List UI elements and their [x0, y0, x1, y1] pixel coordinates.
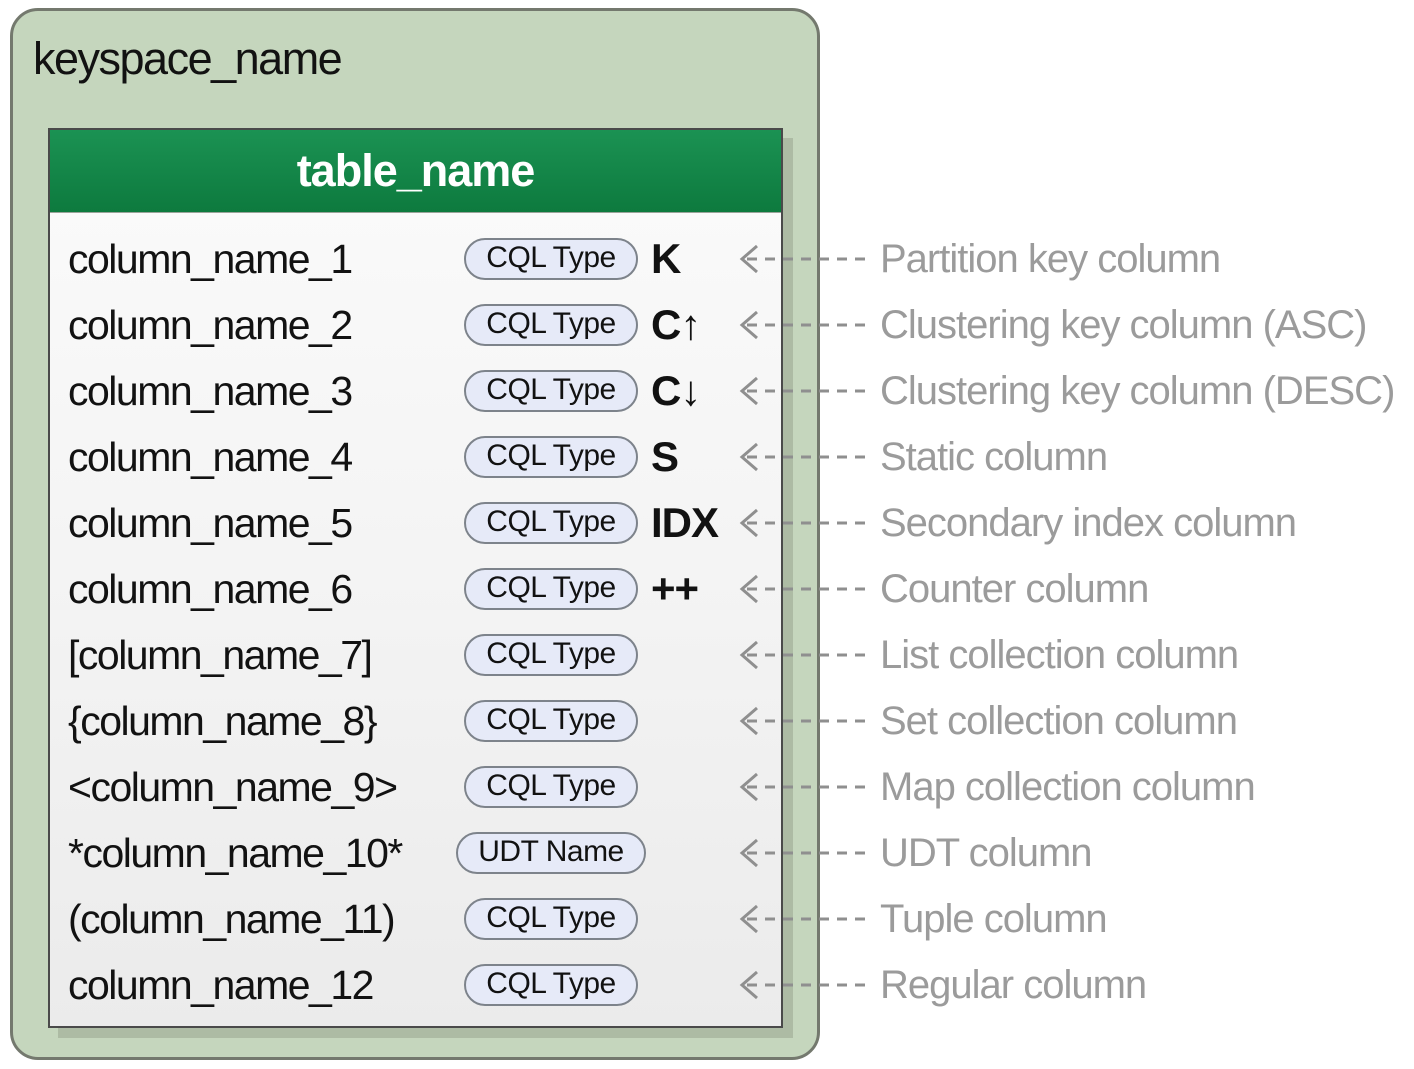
type-pill: CQL Type	[464, 370, 638, 412]
dashed-arrow-left-icon	[739, 310, 870, 340]
type-pill: CQL Type	[464, 634, 638, 676]
key-indicator: S	[651, 433, 679, 480]
type-pill: CQL Type	[464, 568, 638, 610]
type-pill: CQL Type	[464, 964, 638, 1006]
type-pill: CQL Type	[464, 766, 638, 808]
annotation-row: UDT column	[738, 831, 1093, 875]
annotation-row: Counter column	[738, 567, 1149, 611]
dashed-arrow-left-icon	[739, 376, 870, 406]
annotation-label: Partition key column	[880, 236, 1221, 281]
key-indicator: IDX	[651, 499, 719, 546]
type-pill: CQL Type	[464, 304, 638, 346]
key-indicator: ++	[651, 565, 699, 612]
type-pill: CQL Type	[464, 898, 638, 940]
annotation-label: UDT column	[880, 830, 1093, 875]
type-pill: CQL Type	[464, 502, 638, 544]
column-name: [column_name_7]	[68, 631, 373, 678]
dashed-arrow-left-icon	[739, 640, 870, 670]
annotation-label: Tuple column	[880, 896, 1108, 941]
dashed-arrow-left-icon	[739, 838, 870, 868]
column-name: {column_name_8}	[68, 697, 378, 744]
key-indicator: C↓	[651, 367, 701, 414]
annotation-label: Clustering key column (ASC)	[880, 302, 1367, 347]
dashed-arrow-left-icon	[739, 970, 870, 1000]
column-name: *column_name_10*	[68, 829, 403, 876]
table-header: table_name	[50, 130, 781, 213]
annotation-row: Partition key column	[738, 237, 1221, 281]
annotation-label: Secondary index column	[880, 500, 1297, 545]
column-name: (column_name_11)	[68, 895, 396, 942]
column-name: column_name_3	[68, 367, 353, 414]
type-pill: CQL Type	[464, 436, 638, 478]
annotation-row: Regular column	[738, 963, 1147, 1007]
dashed-arrow-left-icon	[739, 706, 870, 736]
column-name: column_name_12	[68, 961, 374, 1008]
annotation-row: Map collection column	[738, 765, 1256, 809]
column-name: column_name_1	[68, 235, 353, 282]
column-name: column_name_5	[68, 499, 353, 546]
table-row: column_name_3 CQL Type C↓	[50, 358, 781, 424]
column-name: column_name_6	[68, 565, 353, 612]
table-row: *column_name_10* UDT Name	[50, 820, 781, 886]
table-row: <column_name_9> CQL Type	[50, 754, 781, 820]
annotation-row: Clustering key column (ASC)	[738, 303, 1367, 347]
table-row: column_name_12 CQL Type	[50, 952, 781, 1018]
annotation-row: Static column	[738, 435, 1108, 479]
table-row: (column_name_11) CQL Type	[50, 886, 781, 952]
annotation-label: Map collection column	[880, 764, 1256, 809]
annotation-label: List collection column	[880, 632, 1239, 677]
keyspace-box: keyspace_name table_name column_name_1 C…	[10, 8, 820, 1060]
table-row: column_name_1 CQL Type K	[50, 226, 781, 292]
key-indicator: K	[651, 235, 681, 282]
annotation-label: Static column	[880, 434, 1108, 479]
table-box: table_name column_name_1 CQL Type K colu…	[48, 128, 783, 1028]
annotation-label: Regular column	[880, 962, 1147, 1007]
dashed-arrow-left-icon	[739, 574, 870, 604]
table-row: column_name_4 CQL Type S	[50, 424, 781, 490]
keyspace-name: keyspace_name	[33, 33, 343, 84]
dashed-arrow-left-icon	[739, 244, 870, 274]
type-pill: UDT Name	[456, 832, 646, 874]
table-row: column_name_5 CQL Type IDX	[50, 490, 781, 556]
table-name: table_name	[296, 145, 536, 196]
table-row: column_name_2 CQL Type C↑	[50, 292, 781, 358]
annotation-row: List collection column	[738, 633, 1239, 677]
column-name: column_name_2	[68, 301, 353, 348]
table-row: {column_name_8} CQL Type	[50, 688, 781, 754]
dashed-arrow-left-icon	[739, 904, 870, 934]
annotation-row: Tuple column	[738, 897, 1108, 941]
column-rows: column_name_1 CQL Type K column_name_2 C…	[50, 213, 781, 1018]
table-row: column_name_6 CQL Type ++	[50, 556, 781, 622]
column-name: column_name_4	[68, 433, 353, 480]
column-name: <column_name_9>	[68, 763, 398, 810]
annotation-row: Secondary index column	[738, 501, 1297, 545]
annotation-row: Clustering key column (DESC)	[738, 369, 1395, 413]
type-pill: CQL Type	[464, 700, 638, 742]
annotation-label: Clustering key column (DESC)	[880, 368, 1395, 413]
type-pill: CQL Type	[464, 238, 638, 280]
annotation-label: Counter column	[880, 566, 1149, 611]
key-indicator: C↑	[651, 301, 701, 348]
dashed-arrow-left-icon	[739, 772, 870, 802]
annotation-label: Set collection column	[880, 698, 1238, 743]
table-row: [column_name_7] CQL Type	[50, 622, 781, 688]
annotation-row: Set collection column	[738, 699, 1238, 743]
dashed-arrow-left-icon	[739, 442, 870, 472]
dashed-arrow-left-icon	[739, 508, 870, 538]
